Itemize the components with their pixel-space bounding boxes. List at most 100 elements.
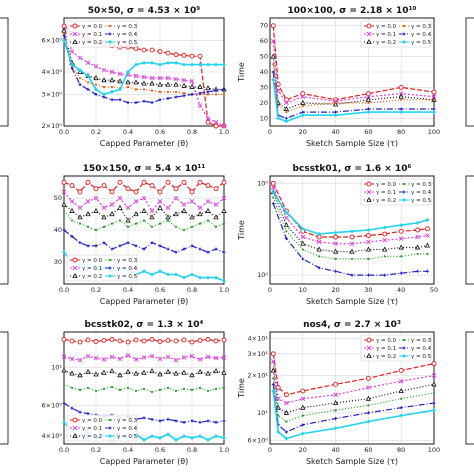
data-point [432, 391, 436, 394]
data-point [206, 250, 210, 255]
data-point [166, 219, 170, 222]
data-point [189, 214, 195, 220]
data-point [333, 234, 339, 240]
data-point [93, 207, 99, 213]
data-point [366, 273, 371, 278]
x-tick-label: 0.2 [91, 286, 101, 294]
data-point [77, 214, 83, 220]
data-point [78, 410, 82, 415]
data-point [110, 89, 114, 94]
data-point [173, 338, 179, 344]
data-point [365, 233, 371, 238]
data-point [149, 80, 155, 86]
data-point [284, 215, 289, 221]
data-point [173, 195, 179, 201]
data-point [158, 62, 162, 67]
data-point [198, 91, 202, 96]
legend-marker [366, 38, 372, 44]
data-point [300, 256, 305, 261]
data-point [70, 234, 74, 239]
data-point [197, 337, 203, 343]
data-point [190, 243, 194, 248]
x-tick-label: 100 [428, 446, 440, 454]
x-tick-label: 80 [397, 446, 405, 454]
data-point [77, 189, 83, 195]
data-point [142, 415, 146, 420]
data-point [117, 179, 123, 185]
data-point [77, 357, 83, 363]
data-point [126, 225, 130, 228]
legend-marker [108, 434, 112, 438]
data-point [173, 76, 179, 82]
data-point [214, 420, 218, 425]
data-point [333, 230, 338, 235]
data-point [181, 77, 187, 83]
x-tick-label: 40 [331, 128, 339, 136]
y-tick-label: 10 [260, 114, 268, 122]
data-point [365, 96, 372, 102]
data-point [300, 388, 306, 394]
data-point [333, 416, 338, 421]
legend-label: γ = 0.4 [117, 32, 138, 38]
legend-label: γ = 0.1 [376, 190, 396, 196]
data-point [300, 91, 306, 97]
data-point [93, 75, 99, 81]
data-point [206, 219, 210, 222]
data-point [101, 214, 107, 220]
data-point [157, 75, 163, 81]
data-point [284, 430, 289, 435]
data-point [382, 231, 388, 237]
legend-label: γ = 0.3 [117, 24, 138, 30]
series-line [63, 204, 225, 222]
data-point [189, 353, 195, 359]
data-point [213, 214, 219, 220]
data-point [398, 368, 404, 373]
data-point [61, 201, 67, 207]
data-point [157, 81, 163, 87]
data-point [133, 370, 139, 376]
data-point [400, 255, 403, 258]
data-point [125, 353, 131, 358]
y-tick-label: 6×10⁰ [42, 402, 63, 410]
x-tick-label: 0.2 [91, 446, 101, 454]
data-point [78, 68, 82, 73]
data-point [126, 85, 130, 89]
data-point [93, 339, 99, 344]
data-point [333, 98, 338, 104]
data-point [332, 248, 339, 254]
data-point [399, 405, 404, 410]
series-3 [61, 201, 227, 223]
data-point [197, 368, 203, 374]
data-point [62, 31, 66, 35]
x-tick-label: 0.4 [123, 128, 133, 136]
data-point [432, 107, 436, 112]
data-point [398, 387, 404, 394]
data-point [222, 87, 226, 92]
data-point [284, 119, 289, 124]
data-point [166, 417, 170, 422]
data-point [77, 205, 83, 211]
x-axis-label: Sketch Sample Size (τ) [306, 297, 398, 306]
data-point [366, 107, 371, 112]
data-point [174, 95, 178, 100]
data-point [206, 418, 210, 423]
legend-label: γ = 0.2 [82, 434, 102, 440]
data-point [125, 79, 131, 85]
data-point [118, 388, 122, 391]
data-point [205, 354, 211, 360]
data-point [316, 246, 322, 252]
data-point [69, 183, 75, 188]
x-axis-label: Sketch Sample Size (τ) [306, 457, 398, 466]
legend-marker [72, 265, 78, 271]
legend-box [66, 20, 138, 48]
data-point [69, 199, 75, 204]
series-4 [272, 196, 429, 261]
data-point [165, 75, 171, 81]
legend-label: γ = 0.5 [117, 274, 138, 280]
data-point [197, 211, 203, 217]
data-point [86, 87, 90, 92]
legend-marker [366, 23, 372, 29]
y-tick-label: 2×10⁰ [42, 122, 63, 130]
data-point [181, 337, 187, 343]
data-point [134, 222, 138, 225]
